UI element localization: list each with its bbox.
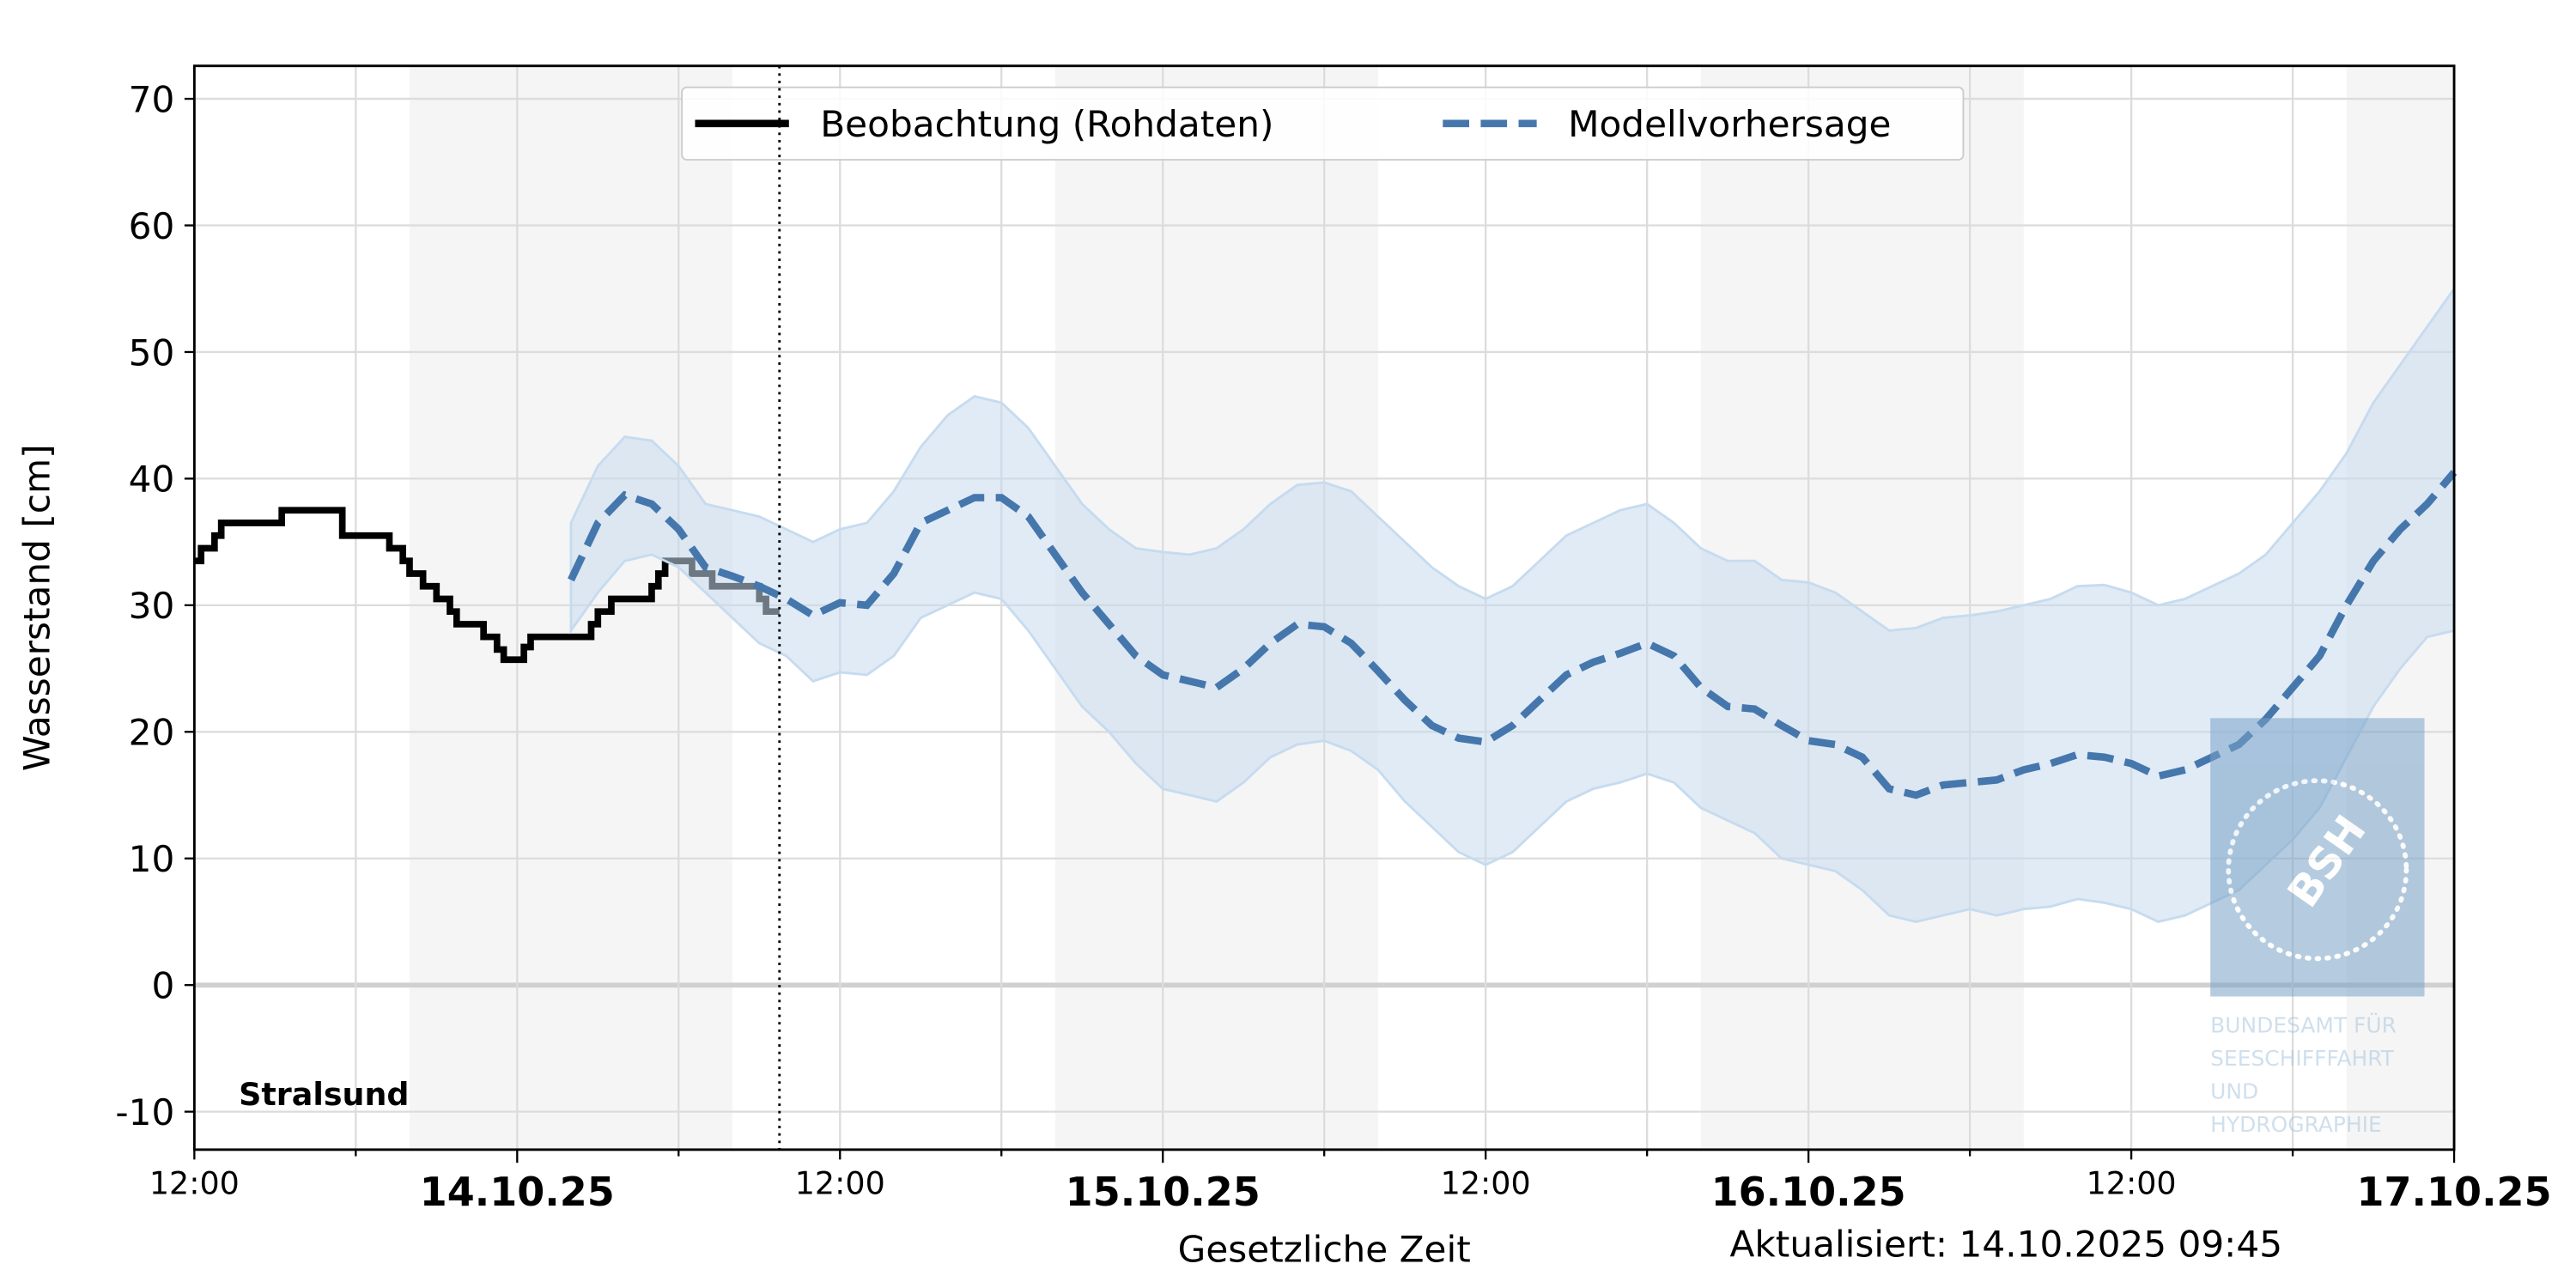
- station-label: Stralsund: [239, 1076, 409, 1113]
- legend: Beobachtung (Rohdaten) Modellvorhersage: [681, 86, 1965, 161]
- y-tick-label: 70: [129, 78, 175, 120]
- legend-label: Modellvorhersage: [1568, 103, 1891, 145]
- y-tick-label: 60: [129, 205, 175, 247]
- y-tick-label: -10: [115, 1091, 174, 1133]
- legend-box: [681, 86, 1965, 161]
- forecast-band: [569, 284, 2456, 923]
- x-tick-label: 16.10.25: [1711, 1169, 1906, 1215]
- logo-text: BUNDESAMT FÜR: [2210, 1013, 2397, 1038]
- x-tick-label: 12:00: [795, 1165, 885, 1202]
- y-tick-label: 20: [129, 712, 175, 754]
- x-tick-label: 12:00: [149, 1165, 240, 1202]
- logo-text: UND: [2210, 1078, 2258, 1103]
- x-axis-label: Gesetzliche Zeit: [1178, 1228, 1471, 1270]
- x-tick-label: 15.10.25: [1066, 1169, 1261, 1215]
- x-tick-label: 17.10.25: [2357, 1169, 2552, 1215]
- x-tick-label: 14.10.25: [420, 1169, 615, 1215]
- series-line: [194, 507, 780, 664]
- x-tick-label: 12:00: [1441, 1165, 1531, 1202]
- y-tick-label: 40: [129, 459, 175, 501]
- logo-box: [2210, 718, 2425, 997]
- logo-text: HYDROGRAPHIE: [2210, 1112, 2382, 1137]
- logo-text: SEESCHIFFFAHRT: [2210, 1046, 2395, 1071]
- updated-label: Aktualisiert: 14.10.2025 09:45: [1730, 1224, 2283, 1266]
- y-tick-label: 30: [129, 585, 175, 627]
- y-tick-label: 50: [129, 331, 175, 374]
- legend-label: Beobachtung (Rohdaten): [820, 103, 1273, 145]
- y-tick-label: 10: [129, 838, 175, 880]
- x-tick-label: 12:00: [2087, 1165, 2177, 1202]
- logo-circle: [2226, 778, 2409, 962]
- logo: BSH BUNDESAMT FÜR SEESCHIFFFAHRT UND HYD…: [2210, 718, 2425, 1137]
- y-axis-label: Wasserstand [cm]: [16, 444, 58, 771]
- series-line: [568, 470, 2458, 799]
- y-tick-label: 0: [151, 965, 174, 1007]
